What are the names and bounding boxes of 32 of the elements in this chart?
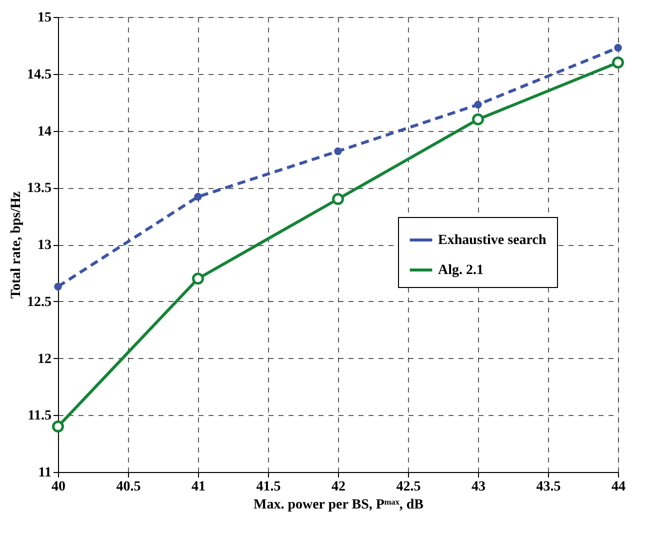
y-tick-label: 13.5 [27,181,52,196]
legend-label: Alg. 2.1 [438,263,484,278]
y-tick-label: 12.5 [27,294,52,310]
y-tick-label: 15 [38,10,52,26]
y-axis-title: Total rate, bps/Hz [9,191,24,299]
y-tick-label: 11.5 [28,408,52,424]
point [54,282,62,290]
point [334,147,342,156]
y-tick-label: 14 [38,124,52,140]
point [472,113,484,126]
y-tick-label: 13 [38,238,52,253]
x-tick-label: 41 [192,480,206,494]
point [614,44,622,52]
x-tick-label: 43 [472,480,486,494]
point [474,100,482,108]
y-tick-label: 11 [38,466,52,480]
point [192,272,204,285]
x-axis-title: Max. power per BS, Pᵐᵃˣ, dB [253,498,424,512]
point [52,420,64,432]
y-tick-label: 14.5 [27,67,52,82]
x-tick-label: 42.5 [396,480,421,494]
x-tick-label: 40 [52,480,66,494]
x-tick-label: 44 [612,480,626,494]
x-tick-label: 41.5 [256,480,281,494]
point [612,56,624,68]
x-tick-label: 40.5 [116,480,141,494]
x-tick-label: 43.5 [536,480,561,494]
legend-label: Exhaustive search [438,233,546,248]
point [332,193,344,205]
point [194,192,202,201]
y-tick-label: 12 [38,352,52,367]
x-tick-label: 42 [332,480,346,494]
